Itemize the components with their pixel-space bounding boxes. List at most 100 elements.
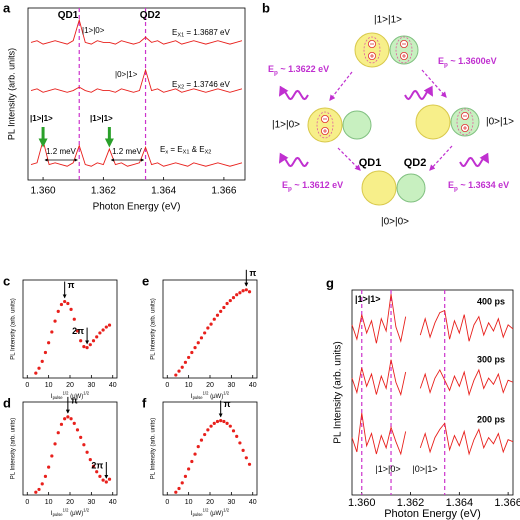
text-part: p — [274, 69, 278, 76]
text-part: 1/2 — [203, 508, 209, 513]
data-point — [238, 441, 242, 445]
y-axis-label: PL Intensity (arb. units) — [11, 418, 17, 479]
x-tick-label: 40 — [109, 382, 117, 389]
text-part: E — [438, 56, 444, 66]
data-point — [228, 424, 232, 428]
data-point — [212, 317, 216, 321]
data-point — [190, 350, 194, 355]
annotation: |1>|1> — [30, 114, 53, 123]
data-point — [37, 487, 41, 492]
text-part: (μW) — [208, 511, 223, 517]
data-point — [53, 319, 57, 323]
data-point — [209, 424, 213, 428]
text-part: X2 — [205, 150, 212, 156]
data-point — [238, 291, 242, 295]
spectrum-line — [351, 359, 514, 397]
data-point — [222, 305, 226, 310]
series-label: 400 ps — [477, 296, 505, 306]
data-point — [101, 478, 105, 482]
x-axis-label: Ipulse1/2 (μW)1/2 — [51, 391, 90, 400]
y-axis-label: PL Intensity (arb. units) — [333, 341, 344, 443]
x-tick-label: 10 — [185, 382, 193, 389]
x-tick-label: 1.360 — [31, 186, 56, 197]
data-point — [180, 365, 184, 369]
text-part: E — [172, 80, 177, 89]
x-tick-label: 30 — [227, 382, 235, 389]
exciton — [456, 108, 474, 136]
x-axis-label: Ipulse1/2 (μW)1/2 — [191, 391, 230, 400]
annotation: π — [71, 395, 78, 405]
transition-arrow — [329, 71, 353, 101]
hole-sign — [402, 54, 406, 58]
x-tick-label: 1.366 — [494, 497, 520, 509]
data-point — [72, 317, 76, 321]
text-part: 1.2 meV — [46, 147, 76, 156]
text-part: E — [160, 145, 165, 154]
annotation: QD2 — [140, 10, 161, 21]
x-tick-label: 1.366 — [211, 186, 236, 197]
x-tick-label: 40 — [109, 499, 117, 506]
photon — [404, 85, 433, 101]
data-point — [66, 415, 70, 419]
annotation: EX2 = 1.3746 eV — [172, 80, 230, 91]
text-part: (μW) — [208, 394, 223, 400]
panel-letter: a — [3, 0, 11, 15]
state-label: |0>|0> — [381, 217, 409, 228]
x-tick-label: 10 — [185, 499, 193, 506]
x-tick-label: 1.360 — [348, 497, 376, 509]
x-tick-label: 10 — [45, 499, 53, 506]
data-point — [209, 322, 213, 326]
data-point — [66, 301, 70, 306]
annotation: |0>|1> — [412, 464, 437, 474]
data-point — [241, 289, 245, 293]
text-part: I — [51, 511, 53, 517]
data-point — [85, 346, 89, 350]
spectrum-line — [30, 18, 243, 45]
exciton — [395, 36, 413, 64]
data-point — [196, 445, 200, 449]
x-axis-label: Photon Energy (eV) — [93, 202, 181, 213]
data-point — [231, 296, 236, 300]
series-label: 300 ps — [477, 354, 505, 364]
state-label: |1>|0> — [272, 120, 300, 131]
y-axis-label: PL Intensity (arb. units) — [151, 418, 157, 479]
transition-energy: Ep ~ 1.3634 eV — [448, 180, 509, 192]
text-part: pulse — [53, 395, 64, 400]
exciton — [316, 111, 334, 139]
annotation: 2π — [72, 326, 84, 336]
text-part: QD1 — [58, 10, 79, 21]
hole-sign — [323, 129, 327, 133]
text-part: ~ 1.3600eV — [448, 56, 497, 66]
panel-letter: f — [142, 395, 147, 410]
data-point — [91, 339, 96, 343]
data-point — [241, 448, 245, 452]
text-part: X1 — [183, 150, 190, 156]
data-point — [79, 339, 83, 343]
text-part: 1/2 — [223, 508, 229, 513]
text-part: p — [454, 185, 458, 192]
text-part: 1/2 — [83, 508, 89, 513]
annotation: |1>|1> — [355, 294, 381, 304]
data-point — [43, 474, 48, 478]
x-tick-label: 1.364 — [151, 186, 176, 197]
x-tick-label: 1.362 — [91, 186, 116, 197]
data-point — [244, 456, 248, 460]
data-point — [95, 470, 99, 474]
quantum-dot — [307, 107, 343, 143]
transition-arrow — [421, 69, 447, 98]
state-label: |0>|1> — [486, 117, 514, 128]
annotation: Ex = EX1 & EX2 — [160, 145, 211, 156]
annotation: |1>|0> — [375, 464, 400, 474]
x-tick-label: 10 — [45, 382, 53, 389]
x-tick-label: 20 — [66, 382, 74, 389]
data-point — [193, 346, 197, 350]
text-part: 1/2 — [63, 391, 69, 396]
data-point — [47, 465, 51, 469]
text-part: 1/2 — [63, 508, 69, 513]
transition-energy: Ep ~ 1.3600eV — [438, 56, 497, 68]
data-point — [75, 329, 80, 333]
photon — [278, 152, 309, 168]
data-point — [98, 331, 102, 335]
quantum-dot — [354, 32, 390, 68]
text-part: |0>|1> — [115, 70, 138, 79]
